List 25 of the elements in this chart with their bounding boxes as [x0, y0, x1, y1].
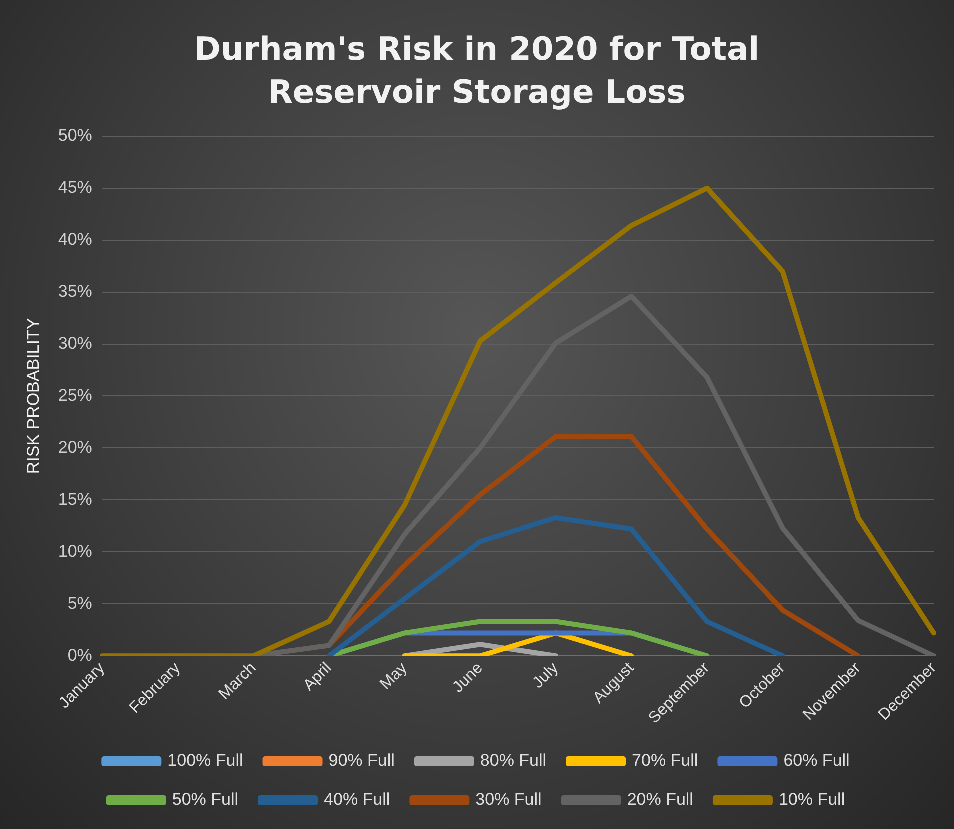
legend-label: 100% Full	[168, 751, 244, 770]
y-axis-title: RISK PROBABILITY	[24, 318, 43, 474]
y-tick-label: 15%	[58, 490, 92, 509]
y-tick-label: 30%	[58, 334, 92, 353]
legend-label: 20% Full	[627, 790, 694, 810]
legend-label: 60% Full	[784, 751, 850, 770]
x-tick-label: May	[377, 660, 411, 694]
legend-label: 10% Full	[778, 790, 846, 810]
y-tick-label: 5%	[68, 594, 92, 613]
chart-title: Durham's Risk in 2020 for Total Reservoir Storage Loss	[194, 30, 760, 112]
y-tick-label: 50%	[58, 126, 92, 146]
legend-label: 80% Full	[480, 751, 547, 770]
y-tick-label: 35%	[58, 282, 92, 301]
y-tick-label: 25%	[58, 386, 92, 405]
y-tick-label: 20%	[58, 438, 92, 457]
legend-label: 90% Full	[328, 751, 395, 770]
legend-label: 30% Full	[476, 790, 542, 810]
legend-label: 70% Full	[632, 751, 698, 770]
y-tick-label: 0%	[68, 646, 92, 665]
y-tick-label: 45%	[58, 178, 92, 198]
legend-label: 50% Full	[172, 790, 239, 810]
x-tick-label: July	[530, 660, 562, 692]
y-tick-label: 10%	[58, 542, 92, 561]
y-tick-label: 40%	[58, 230, 92, 250]
legend-label: 40% Full	[324, 790, 390, 810]
